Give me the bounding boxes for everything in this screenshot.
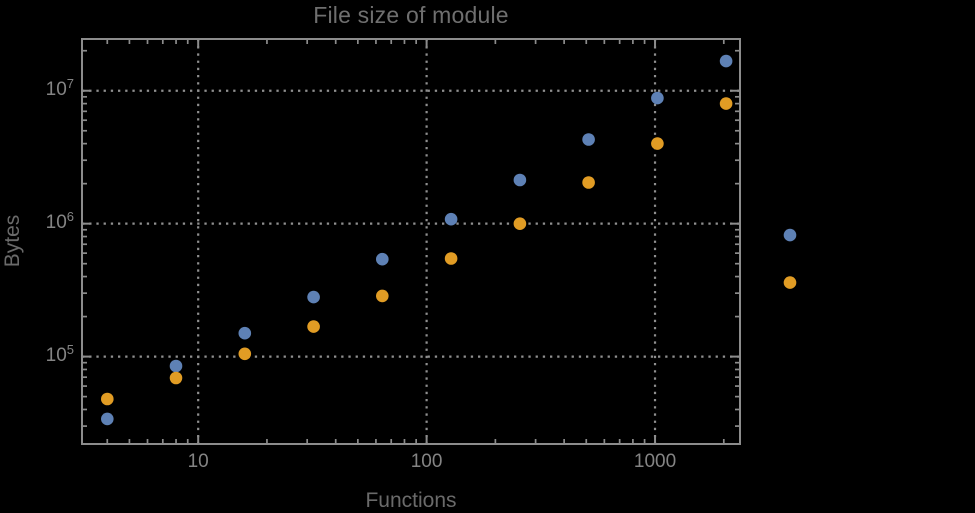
- data-point-blue-series: [444, 212, 458, 226]
- data-point-orange-series: [238, 347, 252, 361]
- data-point-blue-series: [169, 359, 183, 373]
- y-tick-exponent: 6: [66, 208, 74, 224]
- data-point-blue-series: [582, 133, 595, 146]
- data-point-blue-series: [513, 173, 527, 187]
- y-tick-base: 10: [45, 211, 67, 233]
- data-point-orange-series: [376, 289, 389, 303]
- y-tick-base: 10: [45, 344, 67, 366]
- data-point-orange-series: [582, 176, 595, 189]
- data-point-blue-series: [238, 326, 252, 340]
- data-point-blue-series: [101, 412, 114, 426]
- x-tick-label: 1000: [633, 451, 677, 472]
- y-tick-label: 105: [45, 341, 74, 368]
- y-tick-label: 106: [45, 208, 74, 235]
- x-tick-label: 100: [410, 451, 443, 472]
- data-point-blue-series: [307, 290, 320, 304]
- chart-title: File size of module: [313, 2, 509, 28]
- data-point-orange-series: [169, 371, 183, 385]
- y-tick-exponent: 7: [66, 75, 74, 91]
- data-point-orange-series: [783, 276, 797, 289]
- data-point-orange-series: [651, 137, 664, 150]
- y-tick-exponent: 5: [66, 341, 74, 357]
- data-point-blue-series: [651, 91, 664, 105]
- data-point-orange-series: [719, 97, 733, 110]
- data-point-blue-series: [783, 228, 797, 242]
- x-axis-title: Functions: [365, 489, 457, 512]
- data-point-blue-series: [376, 252, 389, 266]
- y-tick-label: 107: [45, 75, 74, 102]
- x-tick-label: 10: [187, 451, 209, 472]
- y-tick-base: 10: [45, 78, 67, 100]
- plot-frame-border: [81, 38, 741, 445]
- data-point-orange-series: [513, 217, 527, 230]
- data-point-orange-series: [307, 320, 320, 333]
- data-point-orange-series: [444, 252, 458, 265]
- data-point-orange-series: [101, 392, 114, 406]
- data-point-blue-series: [719, 54, 733, 68]
